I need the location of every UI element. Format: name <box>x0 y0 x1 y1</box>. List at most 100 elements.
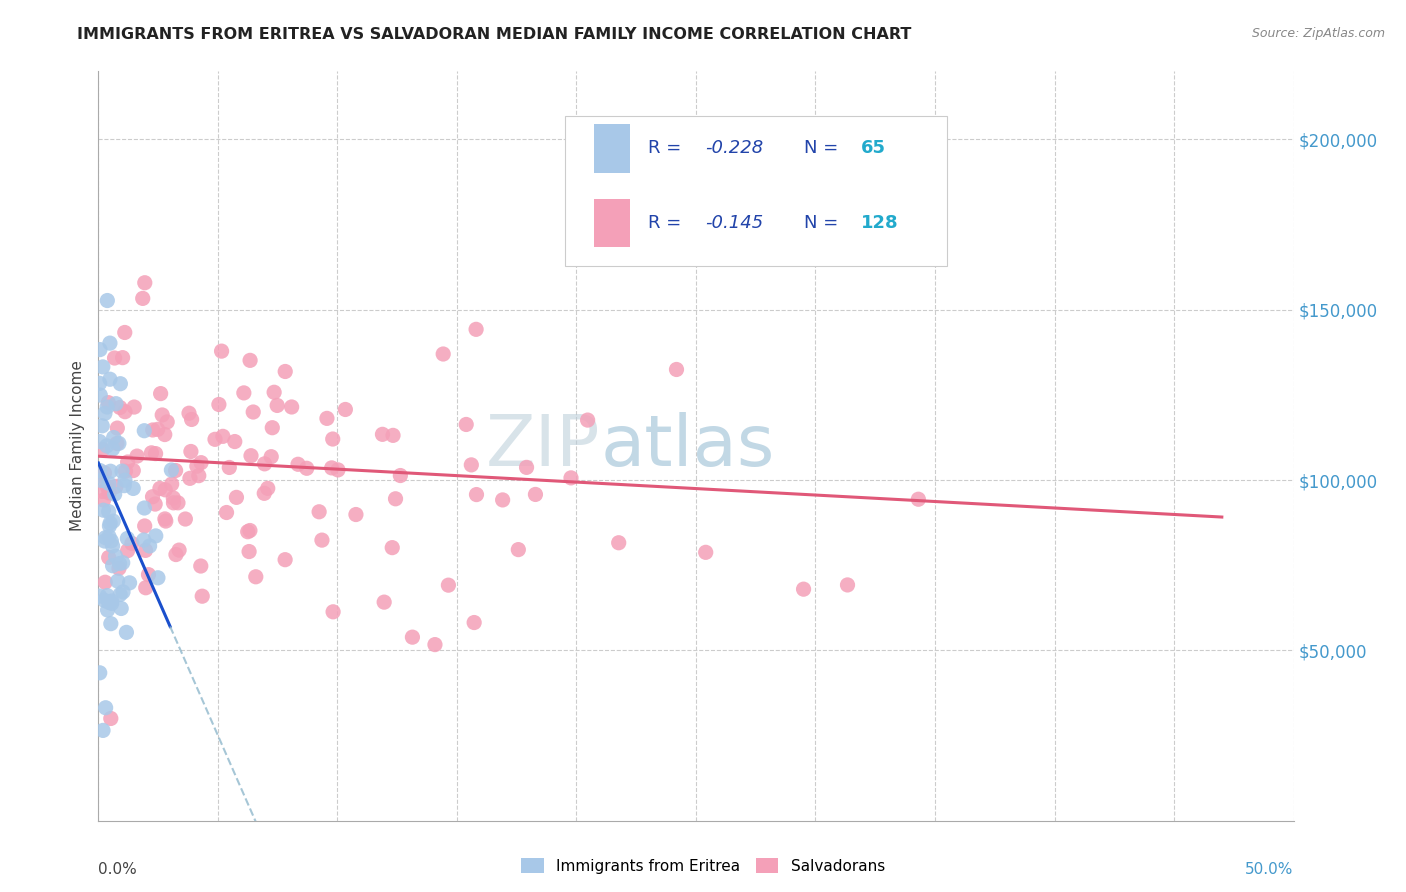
Point <box>491 492 513 507</box>
Point <box>114 464 136 478</box>
Point <box>236 524 259 539</box>
Point <box>134 501 156 516</box>
Point <box>190 559 212 574</box>
Point <box>463 615 485 630</box>
Point <box>100 533 122 548</box>
Point <box>104 397 127 411</box>
Point <box>100 616 122 631</box>
Text: ZIP: ZIP <box>486 411 600 481</box>
Point <box>321 461 343 475</box>
Text: -0.228: -0.228 <box>706 139 763 157</box>
Point <box>224 434 246 449</box>
Point <box>160 477 183 491</box>
Point <box>108 401 131 415</box>
Point <box>91 442 114 457</box>
Point <box>167 496 190 510</box>
Point <box>153 427 176 442</box>
Point <box>134 424 156 438</box>
Point <box>94 531 117 545</box>
Point <box>104 549 127 564</box>
Point <box>160 463 183 477</box>
Point <box>111 556 134 570</box>
Point <box>134 276 156 290</box>
Point <box>165 463 187 477</box>
Point <box>274 364 297 378</box>
Point <box>91 484 114 499</box>
Point <box>98 336 121 351</box>
Point <box>100 597 122 611</box>
Point <box>162 496 184 510</box>
Text: 0.0%: 0.0% <box>98 862 138 877</box>
Point <box>98 485 121 500</box>
Point <box>96 480 118 494</box>
Point <box>100 594 122 608</box>
Bar <box>595 199 630 247</box>
Point <box>146 422 169 436</box>
Point <box>280 400 302 414</box>
Point <box>89 589 111 603</box>
Point <box>90 469 112 483</box>
Point <box>101 442 124 456</box>
Point <box>186 459 208 474</box>
Point <box>695 545 717 559</box>
Point <box>89 665 111 680</box>
Point <box>191 589 214 603</box>
Point <box>665 362 688 376</box>
Point <box>316 411 339 425</box>
Point <box>108 587 131 601</box>
Point <box>89 434 111 449</box>
Point <box>253 486 276 500</box>
Text: 128: 128 <box>860 214 898 232</box>
Bar <box>595 124 630 172</box>
Point <box>295 461 318 475</box>
Point <box>93 466 115 480</box>
Point <box>515 460 537 475</box>
Point <box>97 595 120 609</box>
Point <box>212 429 235 443</box>
Point <box>239 524 262 538</box>
Point <box>93 503 115 517</box>
Point <box>97 505 120 519</box>
Point <box>373 595 395 609</box>
Point <box>150 408 173 422</box>
Point <box>108 436 131 450</box>
Point <box>322 605 344 619</box>
Point <box>218 460 240 475</box>
Point <box>125 449 148 463</box>
Point <box>382 428 405 442</box>
Point <box>101 539 124 553</box>
Point <box>91 723 114 738</box>
Point <box>117 532 139 546</box>
Point <box>215 506 238 520</box>
Point <box>149 386 172 401</box>
Point <box>381 541 404 555</box>
Point <box>110 376 132 391</box>
Point <box>110 601 132 615</box>
Text: Source: ZipAtlas.com: Source: ZipAtlas.com <box>1251 27 1385 40</box>
Point <box>177 406 200 420</box>
Point <box>103 351 125 365</box>
Point <box>138 567 160 582</box>
Point <box>837 578 859 592</box>
Point <box>389 468 412 483</box>
Point <box>245 570 267 584</box>
Point <box>239 353 262 368</box>
Point <box>190 456 212 470</box>
Point <box>107 574 129 588</box>
Point <box>122 464 145 478</box>
Legend: Immigrants from Eritrea, Salvadorans: Immigrants from Eritrea, Salvadorans <box>515 852 891 880</box>
Point <box>180 412 202 426</box>
Point <box>232 385 254 400</box>
Point <box>121 536 143 550</box>
Point <box>104 487 127 501</box>
Point <box>94 575 117 590</box>
Point <box>141 446 163 460</box>
Text: IMMIGRANTS FROM ERITREA VS SALVADORAN MEDIAN FAMILY INCOME CORRELATION CHART: IMMIGRANTS FROM ERITREA VS SALVADORAN ME… <box>77 27 911 42</box>
Text: atlas: atlas <box>600 411 775 481</box>
Point <box>143 497 166 511</box>
Point <box>89 388 111 402</box>
Point <box>423 638 446 652</box>
Point <box>122 482 145 496</box>
Point <box>97 550 120 565</box>
Point <box>117 543 139 558</box>
